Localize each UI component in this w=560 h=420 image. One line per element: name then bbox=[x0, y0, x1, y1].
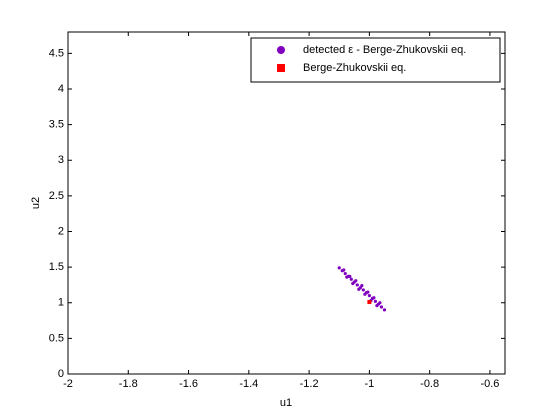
point bbox=[363, 292, 367, 296]
point bbox=[375, 304, 379, 308]
x-tick-label: -1.8 bbox=[119, 378, 138, 390]
point bbox=[351, 281, 355, 286]
x-axis-label: u1 bbox=[280, 397, 292, 409]
y-axis-label: u2 bbox=[30, 197, 42, 209]
point bbox=[373, 299, 378, 303]
legend-marker bbox=[277, 46, 285, 54]
point bbox=[343, 271, 347, 276]
x-tick-label: -1.4 bbox=[239, 378, 258, 390]
y-tick-label: 3.5 bbox=[49, 119, 64, 131]
y-tick-label: 1.5 bbox=[49, 261, 64, 273]
y-tick-label: 1 bbox=[58, 297, 64, 309]
point bbox=[348, 274, 352, 278]
point bbox=[361, 288, 365, 292]
plot-area bbox=[67, 31, 506, 375]
point bbox=[378, 301, 382, 305]
point bbox=[367, 294, 371, 298]
y-tick-label: 4 bbox=[58, 83, 64, 95]
point bbox=[372, 296, 376, 300]
legend-box bbox=[250, 37, 501, 83]
legend-label: detected ε - Berge-Zhukovskii eq. bbox=[303, 44, 466, 56]
legend-marker bbox=[277, 64, 285, 72]
point bbox=[345, 275, 349, 279]
point bbox=[366, 290, 370, 294]
x-tick-label: -1.2 bbox=[300, 378, 319, 390]
point bbox=[354, 279, 358, 283]
y-tick-label: 0.5 bbox=[49, 332, 64, 344]
x-tick-label: -0.8 bbox=[420, 378, 439, 390]
y-tick-label: 2 bbox=[58, 225, 64, 237]
x-tick-label: -1.6 bbox=[179, 378, 198, 390]
point bbox=[367, 300, 372, 305]
y-tick-label: 3 bbox=[58, 154, 64, 166]
y-tick-label: 4.5 bbox=[49, 47, 64, 59]
point bbox=[355, 283, 359, 287]
point bbox=[382, 308, 387, 312]
point bbox=[360, 284, 364, 288]
y-tick-label: 2.5 bbox=[49, 190, 64, 202]
point bbox=[357, 287, 361, 291]
x-tick-label: -0.6 bbox=[480, 378, 499, 390]
point bbox=[342, 268, 346, 272]
point bbox=[337, 266, 341, 270]
y-tick-label: 0 bbox=[58, 368, 64, 380]
x-tick-label: -2 bbox=[63, 378, 73, 390]
point bbox=[349, 277, 353, 281]
point bbox=[379, 305, 384, 309]
x-tick-label: -1 bbox=[364, 378, 374, 390]
legend-label: Berge-Zhukovskii eq. bbox=[303, 62, 406, 74]
